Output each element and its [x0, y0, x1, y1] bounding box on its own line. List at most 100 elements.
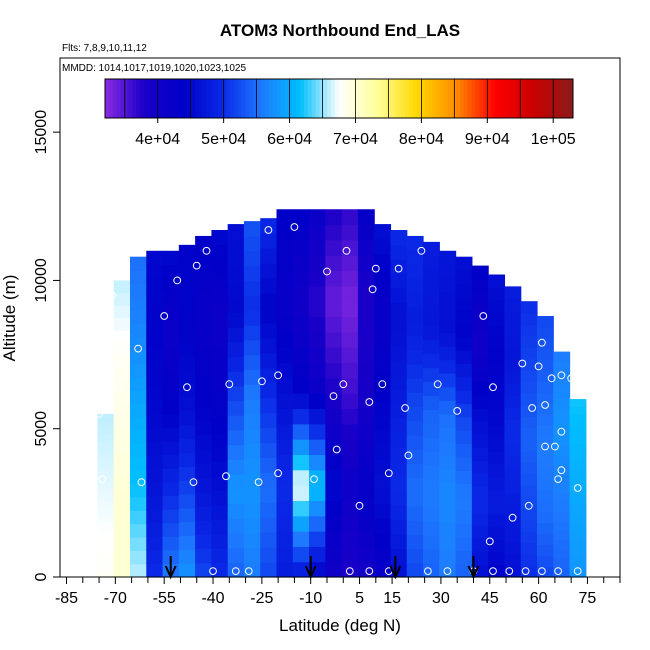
- heat-cell: [325, 224, 343, 241]
- colorbar-swatch: [218, 79, 223, 118]
- heat-cell: [536, 424, 554, 437]
- heat-cell: [536, 392, 554, 404]
- sample-point: [371, 264, 380, 273]
- heat-cell: [178, 397, 196, 412]
- colorbar-swatch: [151, 79, 157, 118]
- heat-cell: [309, 377, 326, 394]
- sample-point: [329, 392, 338, 401]
- heat-cell: [569, 510, 587, 519]
- sample-point: [274, 469, 283, 478]
- sample-point: [101, 564, 110, 572]
- heat-cell: [536, 326, 554, 339]
- colorbar-swatch: [561, 79, 566, 118]
- heat-cell: [504, 540, 522, 554]
- sample-point: [508, 513, 517, 522]
- heat-cell: [113, 391, 131, 405]
- heat-cell: [439, 400, 457, 415]
- colorbar-swatch: [159, 79, 164, 118]
- heat-cell: [488, 324, 506, 339]
- heat-cell: [406, 392, 424, 408]
- sample-point: [534, 362, 543, 371]
- heat-cell: [341, 515, 359, 532]
- heat-cell: [569, 562, 587, 571]
- heat-cell: [357, 362, 375, 379]
- heat-cell: [553, 351, 571, 362]
- heat-cell: [292, 255, 310, 272]
- heat-cell: [309, 393, 326, 410]
- heat-cell: [553, 548, 571, 559]
- heat-cell: [341, 331, 359, 348]
- heat-cell: [357, 255, 375, 272]
- heat-cell: [406, 349, 424, 365]
- colorbar-swatch: [498, 79, 504, 118]
- heat-cell: [341, 270, 359, 287]
- heat-cell: [439, 277, 457, 293]
- heat-cell: [309, 439, 326, 456]
- heat-cell: [455, 430, 473, 445]
- heat-cell: [113, 280, 131, 294]
- heat-cell: [113, 441, 131, 455]
- heat-cell: [260, 517, 278, 533]
- heat-cell: [520, 324, 538, 337]
- sample-point: [557, 321, 566, 329]
- heat-cell: [536, 522, 554, 535]
- heat-cell: [243, 399, 261, 415]
- heat-cell: [553, 539, 571, 550]
- colorbar-swatch: [167, 79, 172, 118]
- heat-cell: [520, 381, 538, 394]
- colorbar-tick-label: 5e+04: [201, 131, 246, 148]
- sample-point: [557, 466, 566, 475]
- heat-cell: [162, 400, 180, 415]
- colorbar-swatch: [315, 79, 320, 118]
- heat-cell: [374, 532, 392, 549]
- heat-cell: [113, 490, 131, 504]
- heat-cell: [406, 321, 424, 337]
- sample-point: [505, 567, 514, 575]
- heat-cell: [243, 413, 261, 430]
- sample-point: [489, 383, 497, 392]
- heat-cell: [390, 389, 408, 405]
- heat-cell: [227, 547, 245, 563]
- heat-cell: [227, 356, 245, 372]
- heat-cell: [536, 348, 554, 361]
- x-tick-label: -85: [55, 590, 78, 607]
- colorbar-swatch: [444, 79, 449, 118]
- heat-cell: [536, 457, 554, 469]
- sample-point: [258, 377, 266, 386]
- sample-point: [134, 344, 143, 353]
- heat-cell: [325, 454, 343, 471]
- sample-point: [456, 232, 465, 240]
- heat-cell: [113, 317, 131, 331]
- heat-cell: [113, 292, 131, 306]
- heat-cell: [455, 470, 473, 485]
- heat-cell: [309, 423, 326, 440]
- heat-cell: [309, 255, 326, 272]
- heat-cell: [309, 316, 326, 333]
- heat-cell: [504, 492, 522, 505]
- heat-cell: [357, 301, 375, 318]
- heat-cell: [488, 476, 506, 490]
- colorbar-swatch: [495, 79, 500, 118]
- heat-cell: [374, 444, 392, 460]
- heat-cell: [357, 270, 375, 287]
- heat-cell: [536, 490, 554, 502]
- heat-cell: [553, 436, 571, 447]
- heat-cell: [292, 301, 310, 318]
- colorbar-swatch: [502, 79, 508, 118]
- heat-cell: [146, 549, 164, 564]
- heat-column: [325, 209, 343, 578]
- heat-cell: [357, 347, 375, 364]
- heat-cell: [309, 331, 326, 348]
- heat-cell: [276, 209, 294, 226]
- colorbar-swatch: [405, 79, 410, 118]
- heat-cell: [439, 549, 457, 564]
- heat-cell: [178, 480, 196, 495]
- heat-cell: [406, 406, 424, 422]
- heat-cell: [325, 301, 343, 318]
- sample-point: [541, 442, 549, 451]
- heat-cell: [309, 209, 326, 226]
- heat-cell: [390, 374, 408, 390]
- colorbar-swatch: [537, 79, 543, 118]
- colorbar-swatch: [440, 79, 445, 118]
- heat-cell: [341, 285, 359, 302]
